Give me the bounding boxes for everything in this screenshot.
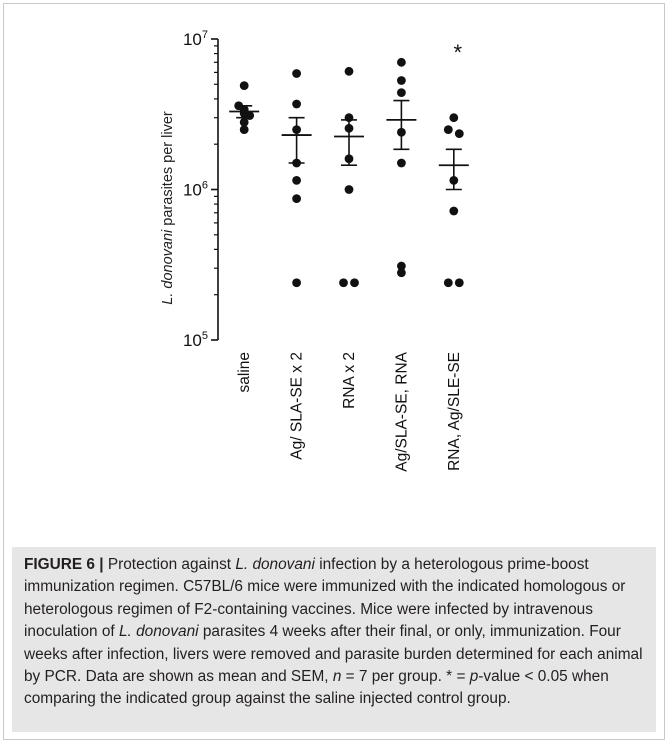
data-point <box>443 278 453 288</box>
data-point <box>239 125 249 135</box>
data-point <box>292 99 301 109</box>
y-axis-label-text: parasites per liver <box>160 111 176 230</box>
x-category-label: RNA, Ag/SLE-SE <box>446 352 463 471</box>
y-tick-label: 106 <box>183 180 208 200</box>
data-point <box>454 278 464 288</box>
y-axis-label-species: L. donovani <box>160 229 176 305</box>
caption-species: L. donovani <box>118 623 199 641</box>
data-point <box>292 194 301 204</box>
data-point <box>292 278 301 288</box>
chart-area: 105 106 107 saline Ag/ SLA-SE x 2 RNA x 2 Ag/S… <box>130 10 550 510</box>
y-tick-label-exponent: 6 <box>202 180 208 192</box>
data-point <box>344 66 354 76</box>
data-point <box>449 206 459 216</box>
data-point <box>449 113 459 123</box>
caption-label: FIGURE 6 | <box>24 556 104 573</box>
x-category-label: saline <box>236 352 253 393</box>
y-tick-label-exponent: 7 <box>202 29 208 41</box>
y-tick-label: 107 <box>183 29 208 49</box>
caption-part: Protection against <box>103 556 236 573</box>
caption-species: L. donovani <box>235 556 315 573</box>
caption-part: infection by a heterologous prime-boost … <box>24 556 626 641</box>
data-point <box>397 158 406 168</box>
data-point <box>443 125 453 135</box>
y-tick-label: 105 <box>183 330 208 350</box>
significance-marker: * <box>454 40 463 65</box>
y-tick-label-base: 10 <box>183 181 202 200</box>
caption-p-variable: p <box>469 668 479 686</box>
figure-caption: FIGURE 6 | Protection against L. donovan… <box>12 547 656 732</box>
data-point <box>397 88 406 98</box>
data-point <box>339 278 348 288</box>
data-point <box>239 81 249 91</box>
data-point <box>350 278 359 288</box>
y-tick-label-base: 10 <box>183 331 202 350</box>
data-point <box>397 76 406 85</box>
y-tick-label-exponent: 5 <box>202 330 208 342</box>
x-category-label: Ag/SLA-SE, RNA <box>393 351 410 471</box>
data-point <box>454 129 464 139</box>
data-point <box>239 117 249 127</box>
data-marks: * <box>229 40 469 288</box>
caption-n-variable: n <box>332 668 342 686</box>
data-point <box>397 57 406 67</box>
y-axis-label: L. donovani parasites per liver <box>160 111 176 305</box>
data-point <box>344 185 354 194</box>
data-point <box>397 268 406 278</box>
x-category-label: Ag/ SLA-SE x 2 <box>289 352 306 460</box>
caption-text: FIGURE 6 | Protection against L. donovan… <box>24 554 646 711</box>
y-tick-label-base: 10 <box>183 30 202 49</box>
caption-part: parasites 4 weeks after their final, or … <box>24 623 643 686</box>
caption-part: -value < 0.05 when comparing the indicat… <box>24 668 609 708</box>
figure-frame <box>3 3 665 740</box>
data-point <box>292 69 301 78</box>
caption-part: = 7 per group. * = <box>341 668 470 686</box>
data-point <box>397 261 406 271</box>
data-point <box>292 175 301 185</box>
x-category-label: RNA x 2 <box>341 352 358 409</box>
